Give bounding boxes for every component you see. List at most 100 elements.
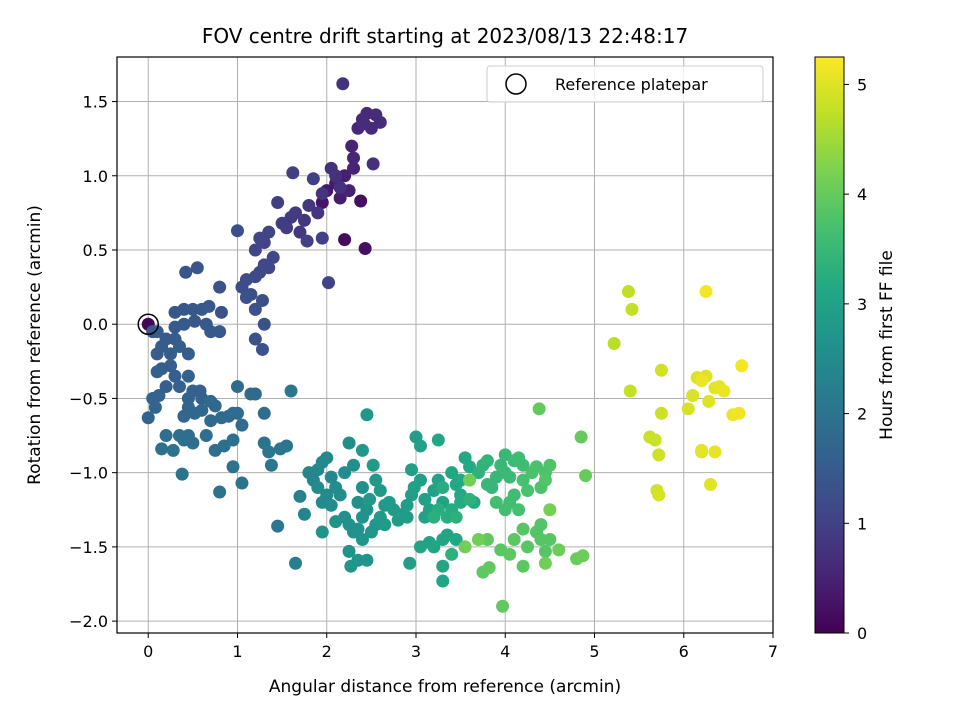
data-point [436, 559, 450, 573]
data-point [255, 342, 269, 356]
data-point [226, 460, 240, 474]
data-point [360, 553, 374, 567]
legend-box [486, 65, 764, 103]
y-tick-label: 0.0 [83, 315, 108, 334]
data-point [543, 503, 557, 517]
data-point [427, 510, 441, 524]
x-axis-label: Angular distance from reference (arcmin) [269, 677, 621, 697]
data-point [329, 169, 343, 183]
data-point [427, 540, 441, 554]
plot-frame [116, 56, 774, 634]
data-point [150, 365, 164, 379]
data-point [300, 234, 314, 248]
data-point [159, 429, 173, 443]
legend-marker [505, 73, 527, 95]
data-point [482, 561, 496, 575]
data-point [454, 473, 468, 487]
data-point [357, 117, 371, 131]
data-point [199, 429, 213, 443]
x-tick-label: 5 [589, 642, 599, 661]
data-point [333, 181, 347, 195]
data-point [257, 317, 271, 331]
data-point [190, 261, 204, 275]
data-point [239, 290, 253, 304]
data-point [686, 388, 700, 402]
x-tick-label: 6 [679, 642, 689, 661]
data-point [230, 224, 244, 238]
data-point [168, 369, 182, 383]
data-point [351, 553, 365, 567]
data-point [704, 478, 718, 492]
data-point [214, 305, 228, 319]
data-point [155, 442, 169, 456]
data-point [186, 302, 200, 316]
data-point [320, 488, 334, 502]
data-point [333, 191, 347, 205]
data-point [141, 411, 155, 425]
data-point [195, 403, 209, 417]
data-point [552, 543, 566, 557]
data-point [297, 213, 311, 227]
colorbar-tick-label: 0 [857, 624, 867, 643]
data-point [538, 544, 552, 558]
data-point [538, 556, 552, 570]
data-point [366, 157, 380, 171]
x-tick-label: 3 [411, 642, 421, 661]
data-point [315, 231, 329, 245]
data-point [248, 332, 262, 346]
data-point [275, 216, 289, 230]
legend-label: Reference platepar [555, 75, 708, 94]
data-point [355, 481, 369, 495]
data-point [172, 339, 186, 353]
data-point [354, 194, 368, 208]
data-point [175, 467, 189, 481]
data-point [503, 470, 517, 484]
data-point [623, 384, 637, 398]
reference-platepar-marker [137, 313, 159, 335]
data-point [516, 458, 530, 472]
y-tick-label: −0.5 [69, 389, 108, 408]
data-point [181, 347, 195, 361]
data-point [516, 473, 530, 487]
data-point [311, 481, 325, 495]
data-point [373, 483, 387, 497]
data-point [204, 414, 218, 428]
x-ticks: 0 1 2 3 4 5 6 7 [143, 633, 778, 661]
data-point [489, 495, 503, 509]
data-point [360, 503, 374, 517]
data-point [445, 466, 459, 480]
data-point [521, 540, 535, 554]
data-point [262, 445, 276, 459]
data-point [342, 436, 356, 450]
data-point [186, 436, 200, 450]
data-point [248, 387, 262, 401]
data-point [293, 225, 307, 239]
data-point [373, 115, 387, 129]
data-point [213, 280, 227, 294]
data-point [579, 469, 593, 483]
data-point [230, 406, 244, 420]
data-point [413, 439, 427, 453]
data-point [648, 433, 662, 447]
data-point [286, 166, 300, 180]
colorbar-label: Hours from first FF file [877, 250, 897, 440]
y-tick-label: 0.5 [83, 241, 108, 260]
colorbar: 0 1 2 3 4 5 Hours from first FF file [814, 56, 897, 643]
data-point [378, 518, 392, 532]
data-point [351, 495, 365, 509]
data-point [271, 519, 285, 533]
data-point [681, 402, 695, 416]
x-tick-label: 7 [768, 642, 778, 661]
data-point [213, 485, 227, 499]
data-point [336, 77, 350, 91]
data-point [324, 470, 338, 484]
data-point [347, 151, 361, 165]
data-point [168, 320, 182, 334]
data-point [463, 473, 477, 487]
data-point [532, 402, 546, 416]
data-point [338, 169, 352, 183]
data-point [480, 532, 494, 546]
data-point [543, 458, 557, 472]
data-point [503, 547, 517, 561]
data-point [355, 443, 369, 457]
